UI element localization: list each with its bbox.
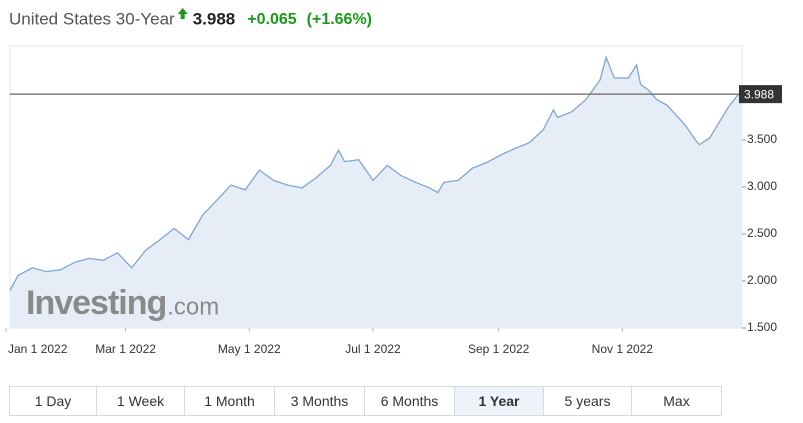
y-tick-label: 3.000 [747, 179, 777, 193]
change: +0.065 [247, 11, 296, 28]
x-tick-label: Sep 1 2022 [468, 342, 530, 356]
chart: United States 30-Year 3.988 +0.065 (+1.6… [5, 8, 782, 356]
range-button[interactable]: Max [632, 387, 721, 415]
x-tick-label: Jul 1 2022 [345, 342, 401, 356]
range-button[interactable]: 5 years [544, 387, 632, 415]
range-button[interactable]: 1 Day [10, 387, 97, 415]
last-price: 3.988 [193, 9, 236, 28]
watermark-suffix: .com [167, 293, 219, 320]
range-button[interactable]: 3 Months [275, 387, 365, 415]
x-tick-label: May 1 2022 [218, 342, 281, 356]
price-line [9, 55, 743, 291]
x-tick-label: Mar 1 2022 [95, 342, 156, 356]
range-button[interactable]: 1 Month [185, 387, 275, 415]
up-arrow [177, 8, 188, 19]
watermark-brand: Investing [26, 284, 166, 322]
y-tick-label: 3.500 [747, 132, 777, 146]
range-button[interactable]: 1 Week [97, 387, 185, 415]
last-price-label: 3.988 [744, 87, 774, 101]
x-tick-label: Nov 1 2022 [592, 342, 654, 356]
change-pct: (+1.66%) [307, 11, 372, 28]
y-tick-label: 2.000 [747, 273, 777, 287]
y-tick-label: 2.500 [747, 226, 777, 240]
range-button[interactable]: 6 Months [365, 387, 455, 415]
range-bar: 1 Day 1 Week 1 Month 3 Months 6 Months 1 Year… [9, 386, 722, 416]
y-tick-label: 1.500 [747, 320, 777, 334]
x-tick-label: Jan 1 2022 [8, 342, 68, 356]
chart-title: United States 30-Year [9, 9, 175, 28]
area [10, 57, 742, 329]
range-button[interactable]: 1 Year [455, 387, 544, 415]
last-price-box [739, 85, 782, 104]
